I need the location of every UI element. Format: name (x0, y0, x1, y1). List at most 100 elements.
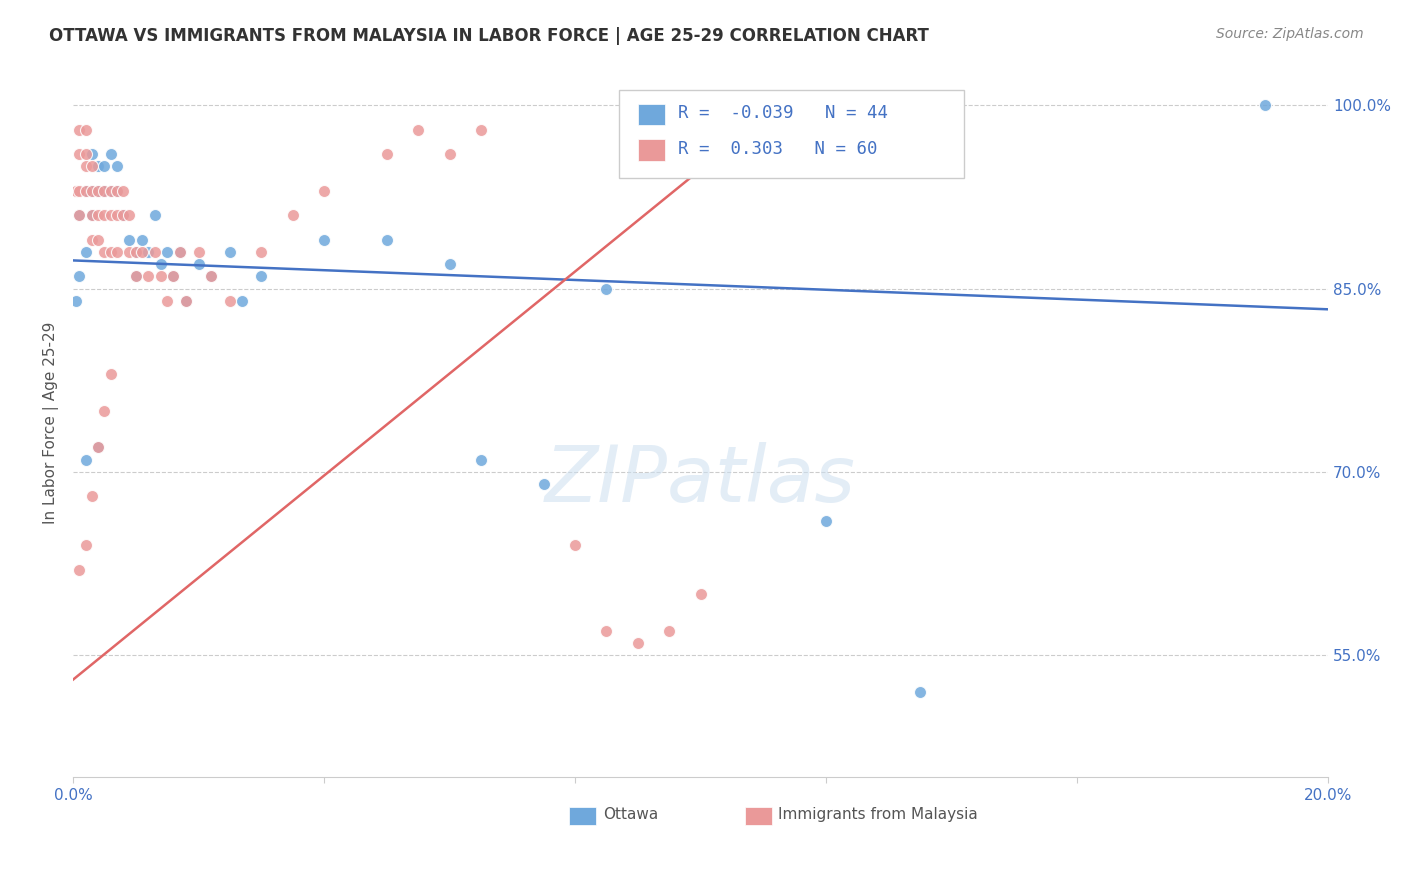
Point (75, 244, 97, 259)
Point (100, 147, 122, 161)
Point (87, 184, 110, 198)
Point (281, 208, 304, 222)
Point (118, 244, 141, 259)
Bar (638, 139, 665, 161)
Bar (745, 807, 772, 825)
Point (80, 147, 103, 161)
Point (100, 184, 122, 198)
Point (627, 636, 650, 650)
Point (93, 184, 115, 198)
Point (231, 293, 253, 308)
Point (93, 184, 115, 198)
Point (174, 293, 197, 308)
Point (174, 293, 197, 308)
Point (187, 257, 209, 271)
Point (1254, 98, 1277, 112)
Point (80, 233, 103, 247)
Point (564, 538, 586, 552)
Point (80, 489, 103, 503)
Point (100, 367, 122, 381)
Point (136, 269, 159, 284)
Bar (638, 104, 665, 125)
Point (75, 122, 97, 136)
Point (149, 257, 172, 271)
Point (250, 269, 273, 284)
Point (595, 624, 617, 638)
Point (187, 244, 209, 259)
Point (595, 281, 617, 295)
Point (658, 624, 681, 638)
Point (406, 122, 429, 136)
Point (156, 293, 179, 308)
Point (87, 233, 110, 247)
Point (105, 208, 128, 222)
Point (75, 452, 97, 467)
Text: Source: ZipAtlas.com: Source: ZipAtlas.com (1216, 27, 1364, 41)
Point (93, 244, 115, 259)
Point (65, 293, 87, 308)
Point (112, 208, 135, 222)
Point (908, 685, 931, 699)
Point (87, 441, 110, 455)
Point (156, 244, 179, 259)
Point (100, 244, 122, 259)
Point (200, 269, 222, 284)
Point (93, 208, 115, 222)
Point (118, 233, 141, 247)
Point (312, 233, 335, 247)
Point (80, 184, 103, 198)
Point (80, 208, 103, 222)
Point (67, 208, 90, 222)
Point (75, 184, 97, 198)
Point (105, 184, 128, 198)
Point (67, 563, 90, 577)
Point (219, 244, 242, 259)
Point (162, 269, 184, 284)
Point (67, 269, 90, 284)
Point (75, 538, 97, 552)
Point (87, 208, 110, 222)
Text: OTTAWA VS IMMIGRANTS FROM MALAYSIA IN LABOR FORCE | AGE 25-29 CORRELATION CHART: OTTAWA VS IMMIGRANTS FROM MALAYSIA IN LA… (49, 27, 929, 45)
Point (131, 233, 153, 247)
Bar (569, 807, 596, 825)
Point (105, 184, 128, 198)
Point (200, 269, 222, 284)
Point (87, 441, 110, 455)
Point (533, 477, 555, 491)
Point (439, 257, 461, 271)
Point (470, 452, 492, 467)
Text: Ottawa: Ottawa (603, 807, 658, 822)
Point (75, 184, 97, 198)
Point (87, 159, 110, 173)
Point (125, 244, 148, 259)
Point (439, 147, 461, 161)
Point (250, 244, 273, 259)
Point (67, 147, 90, 161)
Point (112, 208, 135, 222)
Point (169, 244, 191, 259)
Point (219, 293, 242, 308)
Point (75, 159, 97, 173)
FancyBboxPatch shape (619, 90, 965, 178)
Point (100, 184, 122, 198)
Point (93, 159, 115, 173)
Point (80, 208, 103, 222)
Point (131, 244, 153, 259)
Point (815, 514, 838, 528)
Point (375, 233, 398, 247)
Point (125, 244, 148, 259)
Text: R =  -0.039   N = 44: R = -0.039 N = 44 (678, 104, 889, 122)
Point (118, 208, 141, 222)
Point (67, 122, 90, 136)
Point (169, 244, 191, 259)
Point (105, 159, 128, 173)
Point (136, 244, 159, 259)
Point (312, 184, 335, 198)
Point (125, 269, 148, 284)
Point (143, 244, 166, 259)
Point (80, 184, 103, 198)
Point (149, 269, 172, 284)
Point (93, 404, 115, 418)
Point (65, 184, 87, 198)
Point (105, 244, 128, 259)
